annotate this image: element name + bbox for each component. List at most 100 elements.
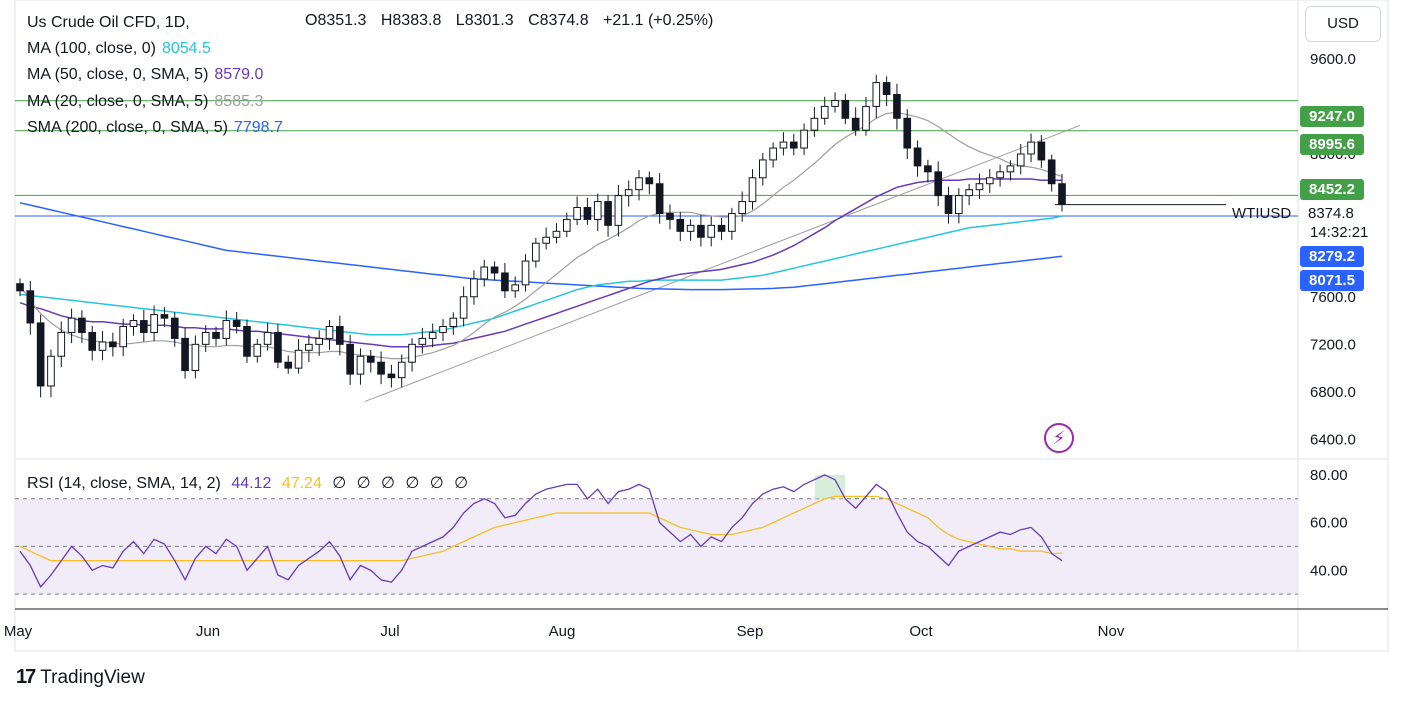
candle-body — [480, 266, 489, 280]
price-label-8995: 8995.6 — [1300, 134, 1364, 155]
y-tick-label: 9600.0 — [1310, 51, 1356, 68]
price-label-8279: 8279.2 — [1300, 246, 1364, 267]
candle-body — [542, 236, 550, 244]
candle-body — [851, 117, 860, 131]
candle-body — [36, 322, 45, 387]
open-value: O8351.3 — [305, 12, 367, 29]
ma100-line — [19, 215, 1063, 336]
candle-body — [841, 99, 850, 119]
candle-body — [366, 355, 375, 363]
candle-body — [78, 317, 86, 333]
rsi-value: 44.12 — [231, 475, 272, 492]
high-value: H8383.8 — [380, 12, 442, 29]
candle-body — [336, 326, 344, 345]
candle-body — [748, 177, 757, 203]
legend-value: 8585.3 — [214, 93, 264, 110]
legend-value: 8579.0 — [214, 66, 264, 83]
candle-body — [666, 212, 674, 220]
candle-body — [862, 105, 870, 131]
price-pane-border — [14, 0, 1389, 652]
candle-body — [67, 317, 76, 333]
candle-body — [57, 331, 66, 357]
y-tick-label: 6800.0 — [1310, 384, 1356, 401]
candle-body — [150, 314, 158, 333]
y-tick-label: 7600.0 — [1310, 289, 1356, 306]
rsi-tick-label: 80.00 — [1310, 467, 1348, 484]
candle-body — [985, 177, 994, 185]
candle-body — [728, 212, 736, 232]
x-tick-label: Jul — [380, 623, 399, 640]
candle-body — [1016, 153, 1025, 167]
candle-body — [604, 201, 612, 226]
legend-sma200[interactable]: SMA (200, close, 0, SMA, 5) 7798.7 — [27, 119, 283, 137]
candle-body — [191, 343, 200, 372]
candle-body — [635, 177, 643, 191]
candle-body — [717, 224, 726, 232]
candle-body — [232, 320, 241, 328]
candle-body — [490, 266, 499, 274]
rsi-line — [19, 474, 1063, 589]
candle-body — [222, 320, 231, 339]
candle-body — [387, 373, 396, 379]
ohlc-readout: O8351.3 H8383.8 L8301.3 C8374.8 +21.1 (+… — [305, 12, 723, 30]
bar-countdown: 14:32:21 — [1310, 224, 1369, 241]
legend-label: SMA (200, close, 0, SMA, 5) — [27, 119, 228, 136]
legend-ma50[interactable]: MA (50, close, 0, SMA, 5) 8579.0 — [27, 66, 263, 84]
candle-body — [201, 331, 210, 345]
rsi-legend[interactable]: RSI (14, close, SMA, 14, 2) 44.12 47.24 … — [27, 473, 474, 493]
candle-body — [129, 320, 138, 328]
candle-body — [305, 343, 313, 351]
candle-body — [934, 171, 943, 197]
rsi-label: RSI (14, close, SMA, 14, 2) — [27, 475, 221, 492]
candle-body — [800, 129, 808, 149]
rsi-tick-label: 60.00 — [1310, 515, 1348, 532]
footer-brand[interactable]: 17 TradingView — [16, 666, 145, 689]
candle-body — [408, 343, 416, 363]
empty-value: ∅ — [454, 475, 469, 492]
price-label-8071: 8071.5 — [1300, 270, 1364, 291]
rsi-tick-label: 40.00 — [1310, 562, 1348, 579]
candle-body — [872, 82, 881, 107]
tradingview-logo-icon: 17 — [16, 666, 36, 688]
legend-label: MA (20, close, 0, SMA, 5) — [27, 93, 209, 110]
rsi-overbought-fill — [815, 474, 845, 499]
candle-body — [645, 177, 654, 185]
candle-body — [263, 331, 272, 345]
candle-body — [346, 343, 354, 375]
candle-body — [955, 195, 963, 214]
symbol-title: Us Crude Oil CFD, 1D, — [27, 14, 190, 31]
brand-name: TradingView — [40, 666, 145, 688]
candle-body — [253, 343, 262, 357]
candle-body — [965, 189, 973, 197]
price-label-9247: 9247.0 — [1300, 106, 1364, 127]
candle-body — [521, 260, 530, 286]
candle-body — [810, 117, 819, 131]
candle-body — [758, 159, 767, 179]
legend-ma100[interactable]: MA (100, close, 0) 8054.5 — [27, 40, 211, 58]
currency-button[interactable]: USD — [1305, 6, 1381, 42]
candle-body — [903, 117, 912, 149]
candle-body — [1006, 165, 1015, 173]
legend-ma20[interactable]: MA (20, close, 0, SMA, 5) 8585.3 — [27, 93, 263, 111]
candle-body — [16, 283, 24, 292]
candle-body — [418, 337, 427, 345]
candle-body — [562, 218, 571, 232]
candle-body — [769, 147, 777, 161]
candle-body — [913, 147, 922, 167]
legend-value: 8054.5 — [161, 40, 211, 57]
candle-body — [511, 284, 520, 292]
y-tick-label: 7200.0 — [1310, 336, 1356, 353]
candle-body — [532, 242, 540, 262]
ma50-line — [19, 178, 1063, 348]
candle-body — [501, 272, 509, 292]
candle-body — [377, 361, 385, 375]
candle-body — [294, 349, 303, 369]
flash-icon[interactable]: ⚡ — [1044, 423, 1074, 453]
candle-body — [243, 326, 251, 357]
candle-body — [26, 290, 35, 324]
y-tick-label: 6400.0 — [1310, 432, 1356, 449]
candle-body — [552, 230, 561, 238]
candle-body — [47, 355, 55, 387]
candle-body — [655, 183, 664, 214]
